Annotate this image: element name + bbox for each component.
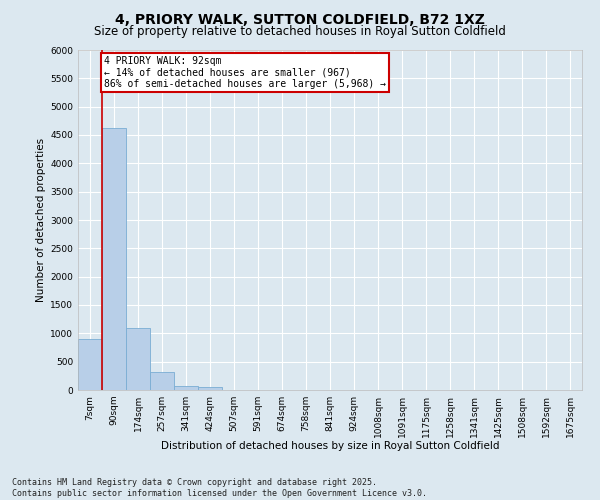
Bar bbox=[126, 328, 150, 390]
Text: 4, PRIORY WALK, SUTTON COLDFIELD, B72 1XZ: 4, PRIORY WALK, SUTTON COLDFIELD, B72 1X… bbox=[115, 12, 485, 26]
Bar bbox=[78, 339, 102, 390]
Y-axis label: Number of detached properties: Number of detached properties bbox=[36, 138, 46, 302]
Text: Contains HM Land Registry data © Crown copyright and database right 2025.
Contai: Contains HM Land Registry data © Crown c… bbox=[12, 478, 427, 498]
Bar bbox=[198, 387, 222, 390]
Text: 4 PRIORY WALK: 92sqm
← 14% of detached houses are smaller (967)
86% of semi-deta: 4 PRIORY WALK: 92sqm ← 14% of detached h… bbox=[104, 56, 386, 89]
Bar bbox=[174, 386, 198, 390]
Bar bbox=[150, 372, 174, 390]
X-axis label: Distribution of detached houses by size in Royal Sutton Coldfield: Distribution of detached houses by size … bbox=[161, 441, 499, 451]
Text: Size of property relative to detached houses in Royal Sutton Coldfield: Size of property relative to detached ho… bbox=[94, 25, 506, 38]
Bar bbox=[102, 128, 126, 390]
